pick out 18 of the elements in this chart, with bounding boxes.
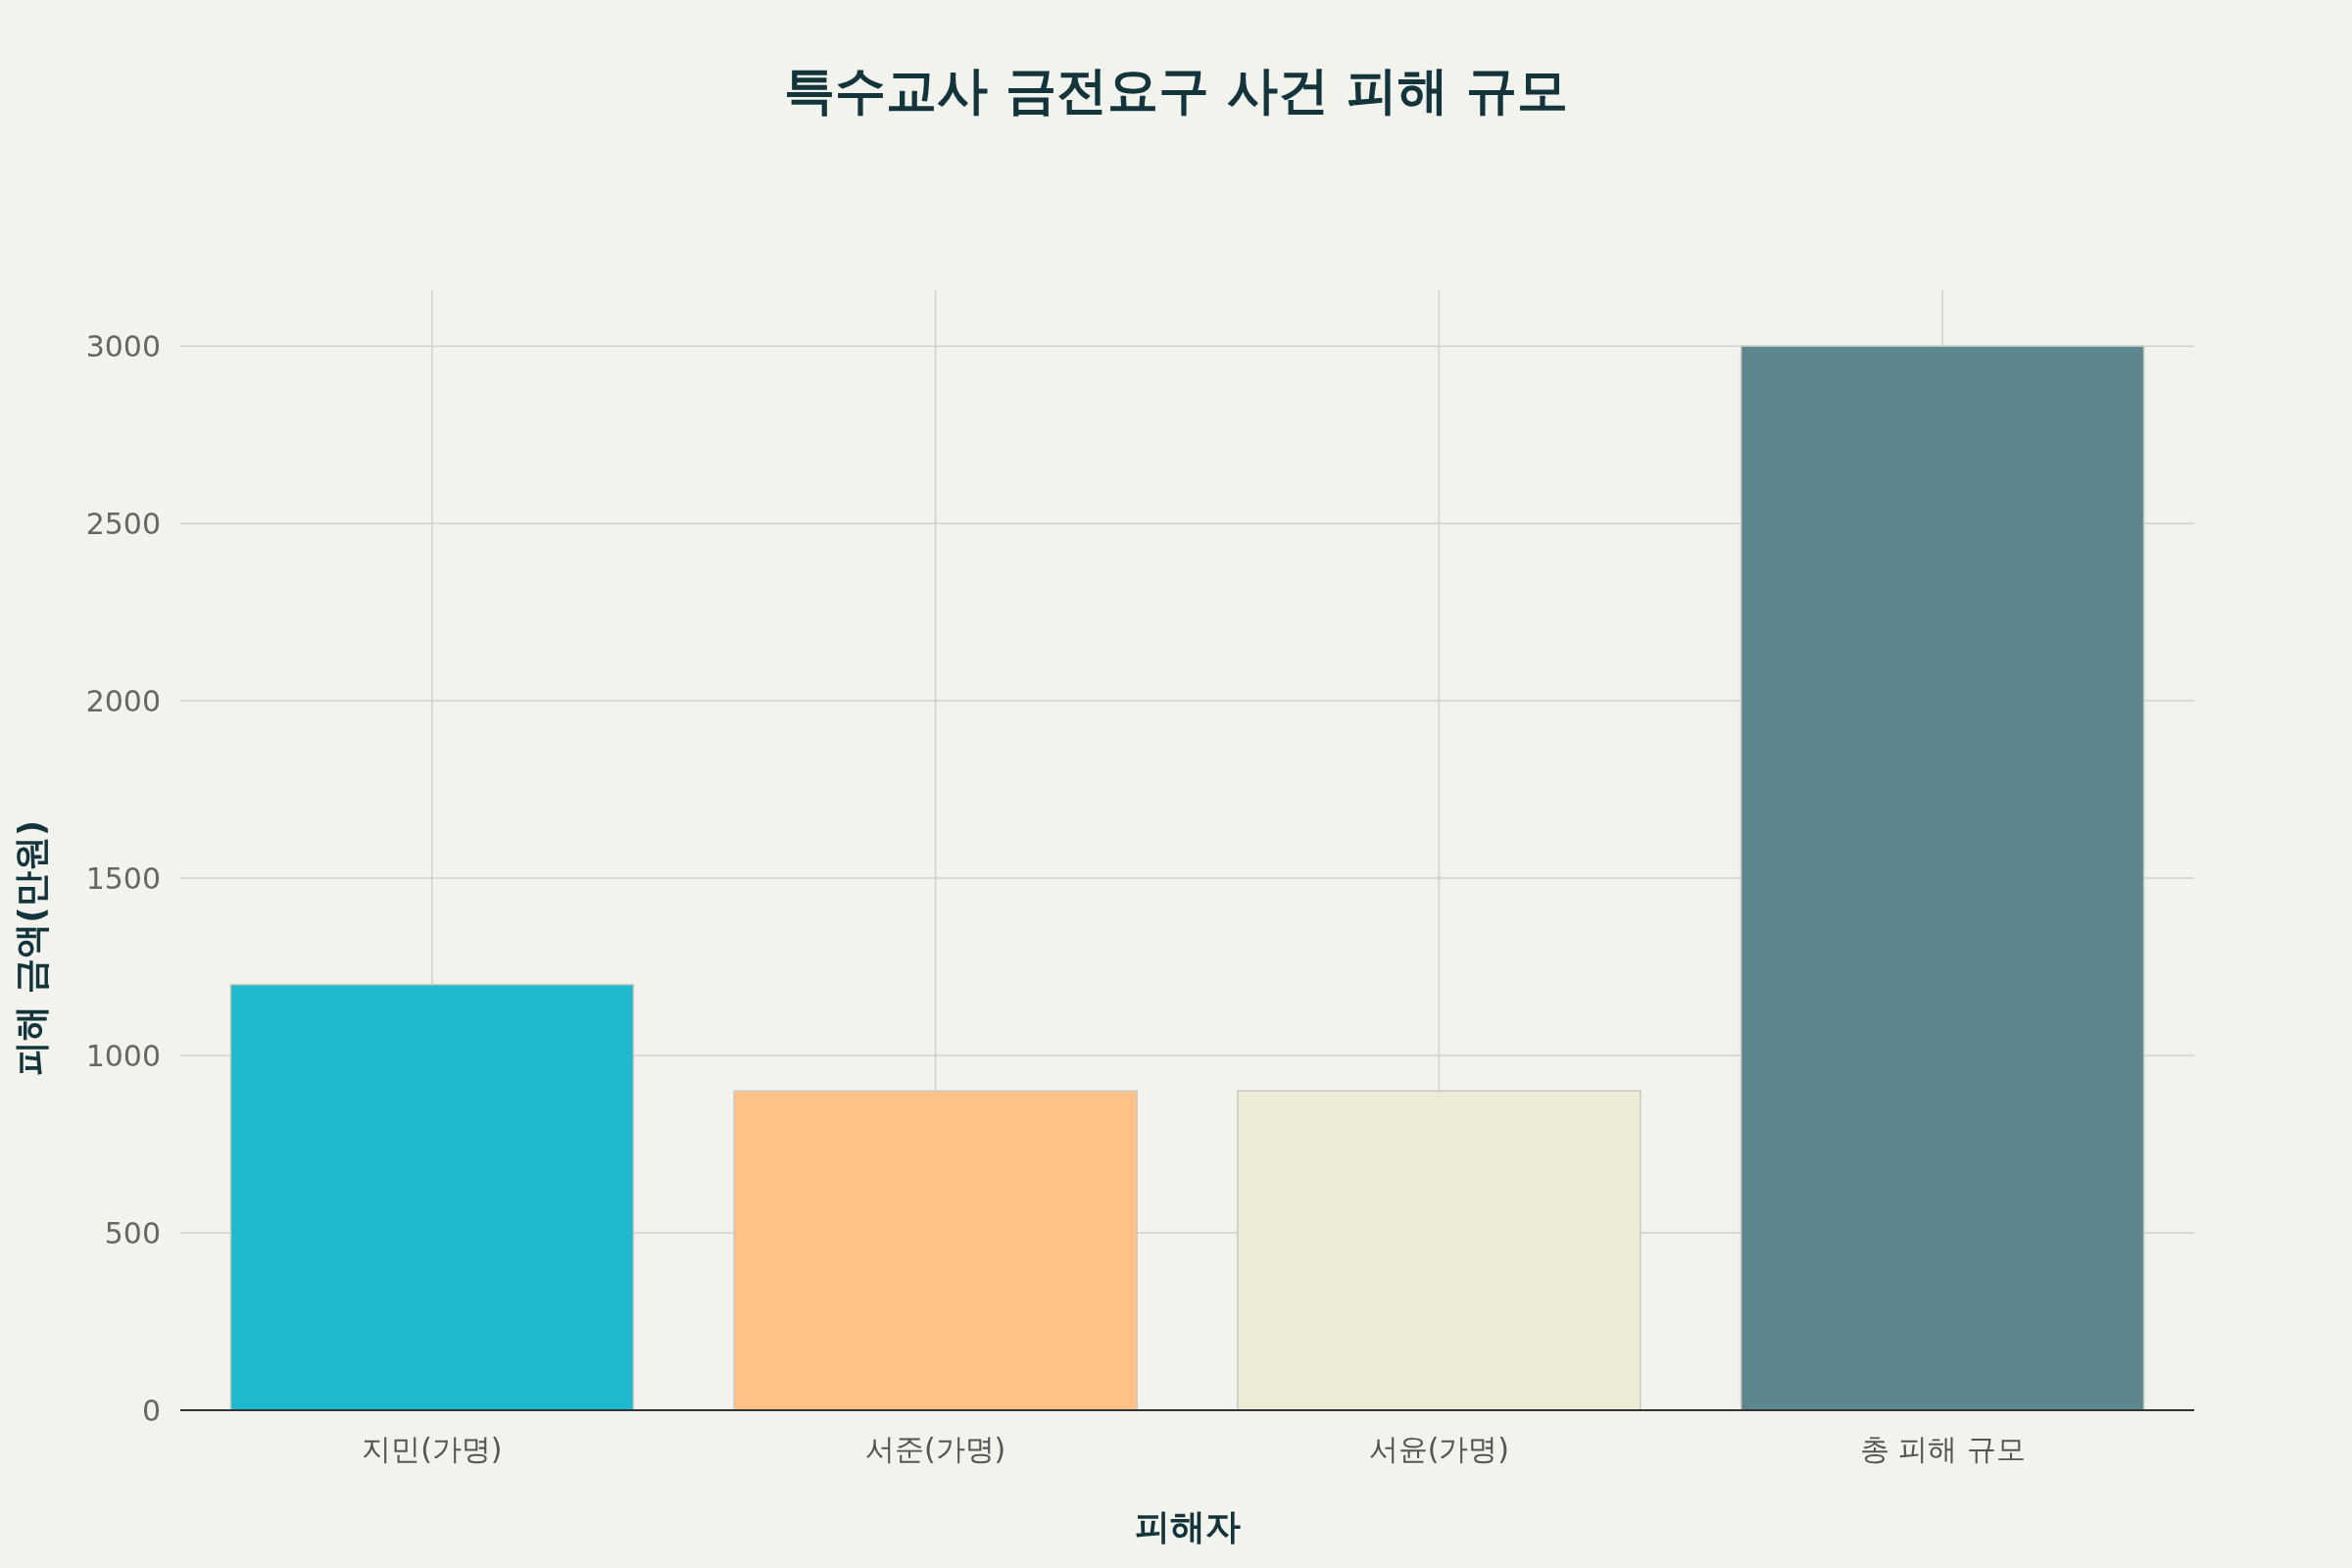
bar (229, 983, 635, 1411)
x-tick-label: 서준(가명) (864, 1432, 1006, 1466)
x-axis-title: 피해자 (1134, 1506, 1241, 1546)
y-tick-label: 0 (141, 1393, 161, 1428)
y-tick-label: 3000 (85, 328, 161, 364)
y-axis-title: 피해 금액(만원) (11, 819, 51, 1077)
y-tick-label: 1500 (85, 860, 161, 896)
x-tick-label: 총 피해 규모 (1859, 1432, 2026, 1466)
x-tick-label: 지민(가명) (362, 1432, 503, 1466)
chart-title: 특수교사 금전요구 사건 피해 규모 (783, 61, 1569, 120)
x-tick-label: 서윤(가명) (1368, 1432, 1510, 1466)
bar (1237, 1090, 1642, 1411)
y-tick-label: 500 (104, 1215, 161, 1250)
bar (1740, 345, 2145, 1411)
y-tick-label: 2500 (85, 506, 161, 541)
y-tick-label: 2000 (85, 683, 161, 718)
y-tick-label: 1000 (85, 1038, 161, 1073)
bar (733, 1090, 1138, 1411)
